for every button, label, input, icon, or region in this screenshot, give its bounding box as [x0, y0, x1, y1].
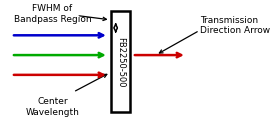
Text: FWHM of
Bandpass Region: FWHM of Bandpass Region	[13, 4, 91, 24]
Text: FB2250-500: FB2250-500	[116, 37, 125, 88]
Text: Center
Wavelength: Center Wavelength	[25, 97, 79, 116]
Text: Transmission
Direction Arrow: Transmission Direction Arrow	[200, 16, 270, 35]
FancyBboxPatch shape	[111, 11, 130, 112]
